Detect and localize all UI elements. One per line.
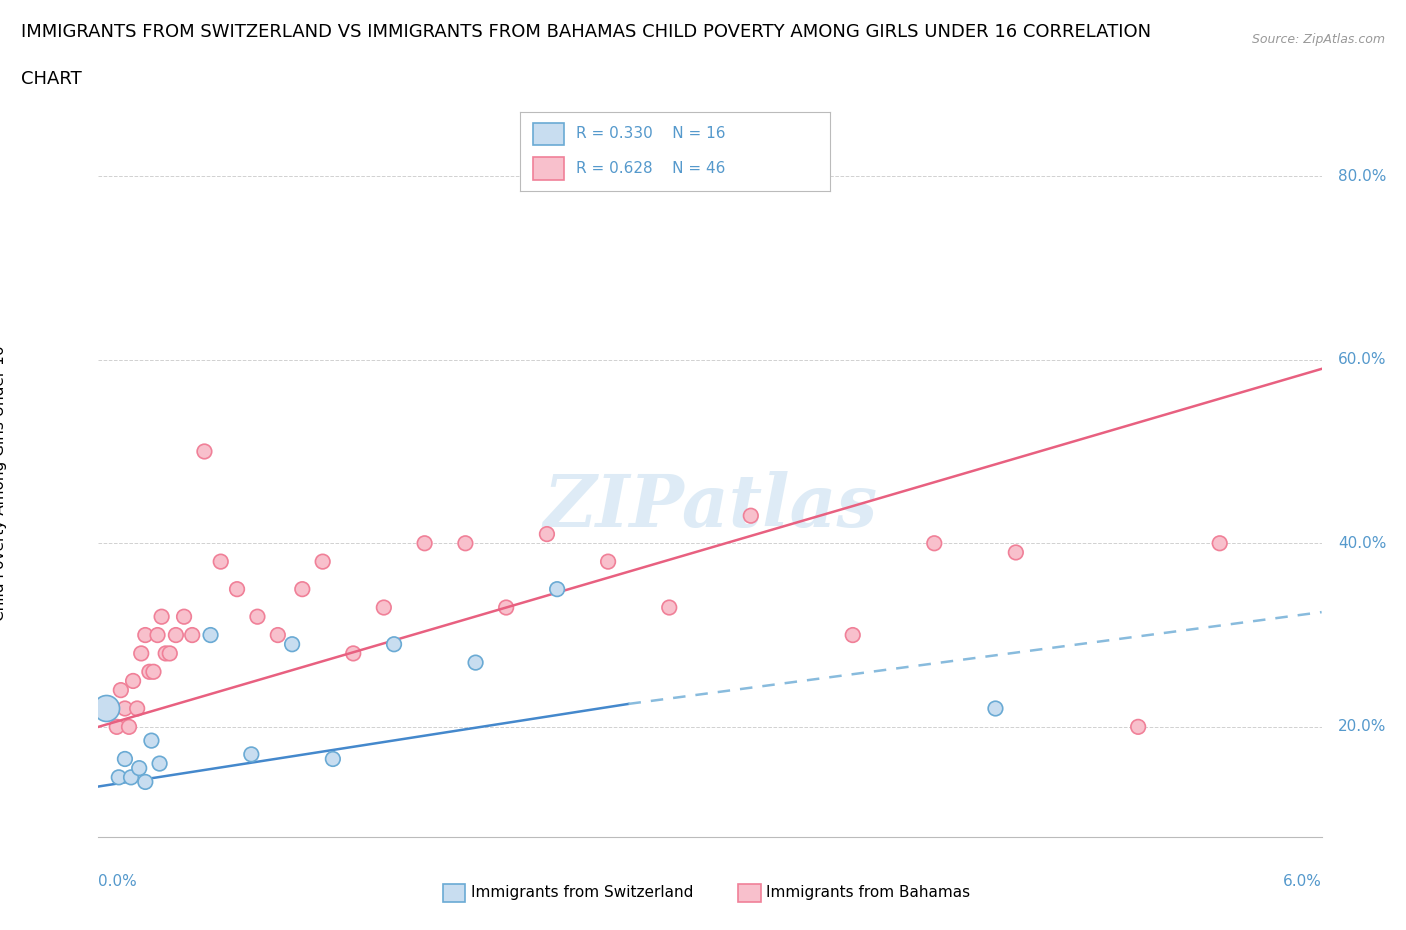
Text: CHART: CHART xyxy=(21,70,82,87)
Point xyxy=(596,554,619,569)
Text: 20.0%: 20.0% xyxy=(1339,719,1386,735)
Point xyxy=(382,637,405,652)
Point xyxy=(922,536,945,551)
Point xyxy=(342,646,364,661)
Bar xyxy=(533,123,564,145)
Text: R = 0.330    N = 16: R = 0.330 N = 16 xyxy=(576,126,725,141)
Point xyxy=(658,600,681,615)
Point xyxy=(134,775,156,790)
Point xyxy=(118,720,141,735)
Text: 60.0%: 60.0% xyxy=(1339,352,1386,367)
Text: R = 0.628    N = 46: R = 0.628 N = 46 xyxy=(576,161,725,176)
Point xyxy=(546,582,568,597)
Point xyxy=(134,628,156,643)
Point xyxy=(122,673,145,688)
Point xyxy=(120,770,142,785)
Point xyxy=(984,701,1007,716)
Point xyxy=(165,628,187,643)
Point xyxy=(114,701,136,716)
Point xyxy=(240,747,263,762)
Point xyxy=(159,646,181,661)
Point xyxy=(149,756,172,771)
Point xyxy=(141,733,163,748)
Point xyxy=(96,701,118,716)
Point xyxy=(108,770,131,785)
Point xyxy=(105,720,128,735)
Point xyxy=(96,701,118,716)
Point xyxy=(281,637,304,652)
Point xyxy=(200,628,222,643)
Point xyxy=(155,646,177,661)
Text: 40.0%: 40.0% xyxy=(1339,536,1386,551)
Point xyxy=(495,600,517,615)
Point xyxy=(128,761,150,776)
Point xyxy=(1004,545,1026,560)
Point xyxy=(138,664,160,679)
Point xyxy=(291,582,314,597)
Point xyxy=(129,646,152,661)
Point xyxy=(740,509,762,524)
Point xyxy=(1208,536,1230,551)
Point xyxy=(536,526,558,541)
Point xyxy=(209,554,232,569)
Point xyxy=(181,628,204,643)
Text: Child Poverty Among Girls Under 16: Child Poverty Among Girls Under 16 xyxy=(0,346,7,621)
Text: Immigrants from Bahamas: Immigrants from Bahamas xyxy=(766,885,970,900)
Point xyxy=(127,701,149,716)
Text: Source: ZipAtlas.com: Source: ZipAtlas.com xyxy=(1251,33,1385,46)
Point xyxy=(142,664,165,679)
Point xyxy=(150,609,173,624)
Point xyxy=(267,628,290,643)
Point xyxy=(110,683,132,698)
Point xyxy=(464,655,486,670)
Point xyxy=(841,628,863,643)
Text: Immigrants from Switzerland: Immigrants from Switzerland xyxy=(471,885,693,900)
Point xyxy=(373,600,395,615)
Point xyxy=(454,536,477,551)
Point xyxy=(173,609,195,624)
Point xyxy=(101,701,124,716)
Text: 80.0%: 80.0% xyxy=(1339,168,1386,183)
Point xyxy=(246,609,269,624)
Bar xyxy=(533,157,564,179)
Point xyxy=(1126,720,1149,735)
Point xyxy=(311,554,335,569)
Point xyxy=(322,751,344,766)
Text: IMMIGRANTS FROM SWITZERLAND VS IMMIGRANTS FROM BAHAMAS CHILD POVERTY AMONG GIRLS: IMMIGRANTS FROM SWITZERLAND VS IMMIGRANT… xyxy=(21,23,1152,41)
Text: 6.0%: 6.0% xyxy=(1282,873,1322,889)
Point xyxy=(226,582,249,597)
Point xyxy=(193,444,215,458)
Point xyxy=(114,751,136,766)
Point xyxy=(413,536,436,551)
Text: ZIPatlas: ZIPatlas xyxy=(543,472,877,542)
Text: 0.0%: 0.0% xyxy=(98,873,138,889)
Point xyxy=(146,628,169,643)
